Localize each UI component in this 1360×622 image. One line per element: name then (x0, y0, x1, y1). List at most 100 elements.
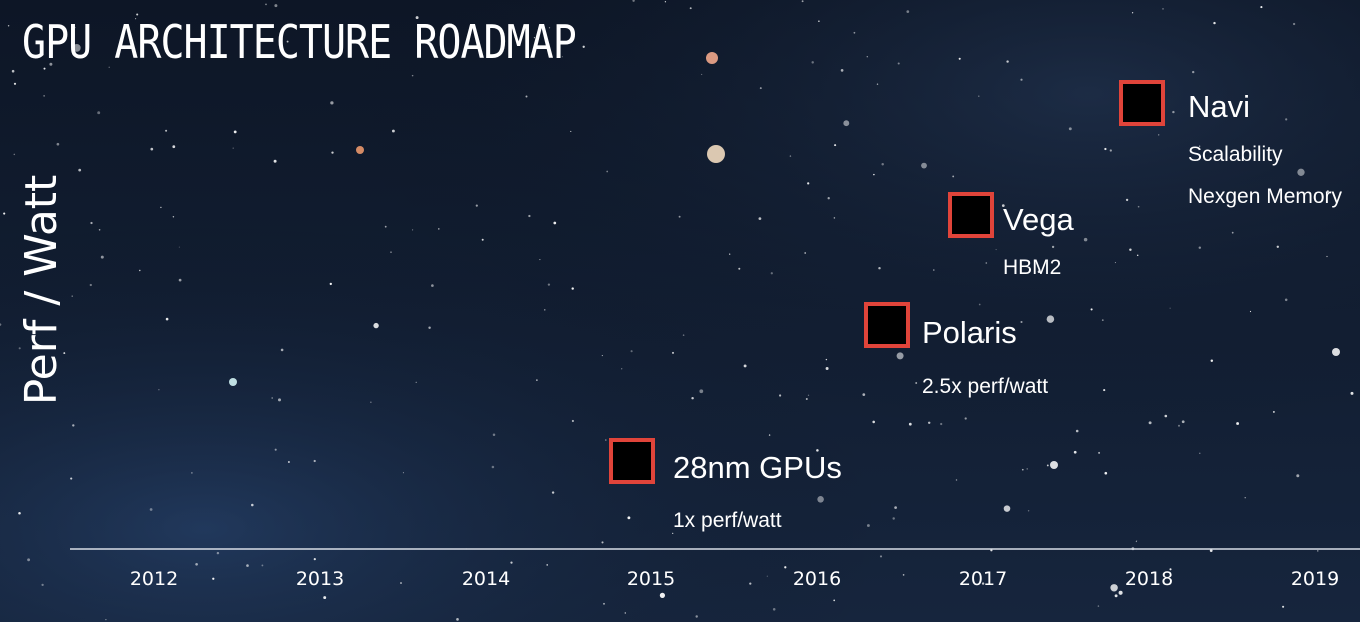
star (373, 322, 379, 329)
star (699, 389, 704, 394)
star (955, 479, 958, 481)
star (412, 229, 414, 231)
star (1260, 6, 1263, 9)
star (139, 269, 141, 272)
star (897, 62, 900, 65)
star (982, 338, 986, 342)
star (280, 348, 284, 352)
star (1136, 540, 1138, 542)
star (1172, 110, 1175, 114)
star (933, 269, 935, 271)
star (1104, 147, 1107, 151)
star (801, 0, 804, 3)
star (1136, 254, 1139, 257)
star (274, 448, 277, 451)
star (1192, 70, 1195, 74)
milestone-note: Scalability (1188, 143, 1283, 166)
star (873, 173, 875, 176)
star (539, 259, 541, 261)
star (978, 303, 981, 306)
star (286, 40, 289, 43)
star (27, 558, 31, 562)
star (11, 69, 15, 73)
star (672, 351, 674, 354)
star (779, 394, 782, 397)
star (804, 252, 807, 254)
star (624, 612, 627, 614)
star (672, 532, 674, 535)
star (1101, 319, 1104, 321)
star (329, 282, 332, 286)
star (415, 381, 417, 383)
y-axis-label: Perf / Watt (16, 175, 67, 406)
star (902, 574, 905, 576)
star (758, 217, 762, 220)
star (1162, 8, 1164, 10)
star (582, 45, 585, 48)
star (271, 397, 274, 399)
star (952, 175, 955, 178)
star (150, 147, 154, 151)
star (411, 74, 414, 77)
star (1118, 590, 1123, 595)
star (1135, 541, 1137, 543)
star (233, 130, 237, 134)
star (729, 253, 731, 255)
milestone-name: Navi (1188, 89, 1250, 124)
star (265, 3, 267, 6)
star (551, 491, 555, 494)
star (784, 566, 787, 569)
star (7, 25, 10, 27)
star (816, 449, 819, 452)
star (1097, 605, 1100, 607)
star (246, 564, 249, 567)
star (546, 564, 549, 566)
star (1276, 245, 1279, 248)
star (853, 31, 856, 34)
star (772, 608, 776, 611)
star (431, 284, 434, 287)
star (1244, 497, 1246, 499)
star (1075, 429, 1079, 433)
star (1131, 12, 1134, 14)
star (689, 7, 692, 10)
star (664, 1, 667, 3)
star (528, 214, 531, 218)
star (862, 393, 866, 396)
star (682, 334, 685, 336)
star (191, 472, 193, 474)
star (18, 511, 21, 515)
star (1148, 421, 1152, 425)
star (1350, 391, 1354, 395)
star (1231, 231, 1234, 234)
star (606, 170, 609, 173)
star (1027, 510, 1030, 512)
star (825, 367, 829, 370)
star (1114, 594, 1118, 598)
year-label: 2018 (1125, 568, 1173, 590)
star (160, 206, 162, 209)
star (402, 472, 404, 474)
star (1020, 78, 1023, 81)
star (475, 204, 478, 207)
milestone-name: 28nm GPUs (673, 450, 842, 485)
star (1213, 21, 1216, 25)
star (98, 229, 101, 231)
star (892, 517, 895, 520)
milestone-note: Nexgen Memory (1188, 185, 1343, 208)
star (274, 4, 278, 8)
year-label: 2015 (627, 568, 675, 590)
star (313, 459, 316, 463)
star (1209, 549, 1213, 552)
star (1026, 468, 1028, 470)
star (41, 583, 44, 587)
star (1046, 464, 1049, 467)
star (72, 424, 75, 427)
star (978, 95, 980, 97)
star (768, 434, 771, 436)
star (1103, 389, 1106, 392)
star (601, 541, 604, 544)
star (1297, 168, 1305, 176)
